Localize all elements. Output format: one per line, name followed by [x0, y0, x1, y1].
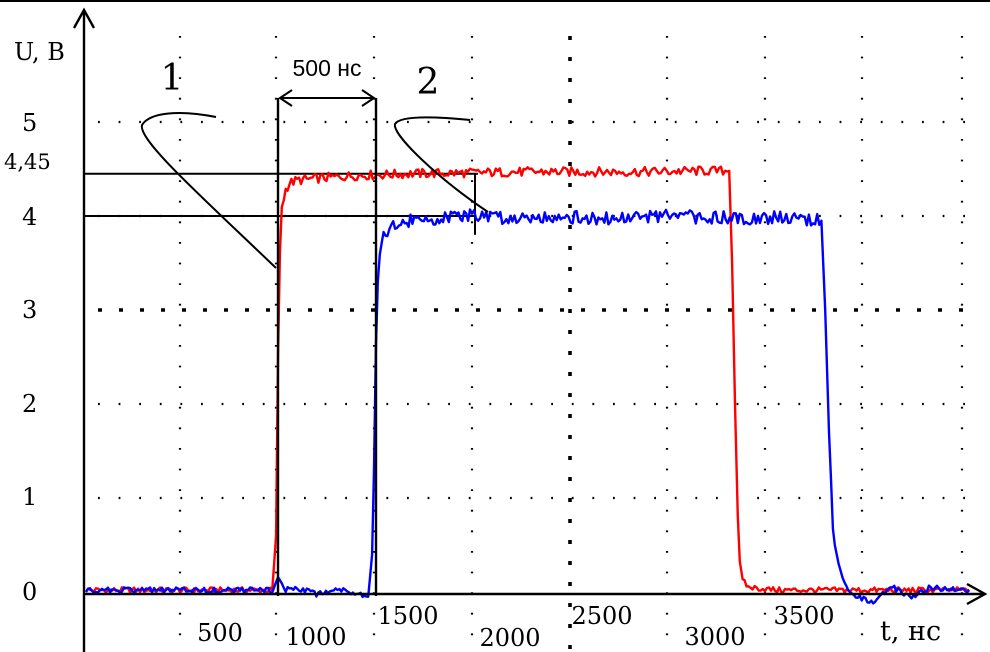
y-tick-label: 2	[22, 390, 37, 418]
y-axis-label: U, В	[14, 38, 65, 66]
interval-label: 500 нс	[293, 55, 362, 81]
annotations	[140, 89, 489, 596]
x-tick-label: 1000	[285, 623, 346, 651]
x-tick-label: 3500	[773, 602, 834, 630]
y-tick-label: 0	[22, 578, 37, 606]
x-tick-label: 3000	[684, 623, 745, 651]
series-layer	[84, 165, 971, 605]
curve-2-leader	[393, 116, 489, 213]
x-tick-label: 2000	[479, 624, 540, 652]
curve-label-1: 1	[161, 58, 184, 99]
x-axis-label: t, нс	[880, 616, 941, 647]
y-axis-arrow-icon	[72, 7, 96, 29]
x-tick-label: 2500	[571, 602, 632, 630]
series-line-1	[84, 165, 970, 595]
y-tick-label: 5	[22, 109, 37, 137]
grid	[98, 36, 975, 652]
labels: 500 нс 1 2 U, В t, нс 0 1 2 3 4 4,45 5 500 1000 1500 20…	[4, 38, 941, 652]
y-tick-label: 1	[22, 483, 37, 511]
curve-1-leader	[140, 112, 277, 269]
y-tick-label: 4	[22, 203, 37, 231]
interval-arrow-right-icon	[361, 89, 376, 107]
series-line-2	[84, 208, 971, 605]
x-axis-arrow-icon	[966, 582, 988, 606]
interval-arrow-left-icon	[278, 89, 293, 107]
curve-label-2: 2	[417, 62, 440, 103]
x-tick-label: 500	[197, 619, 243, 647]
y-tick-label: 4,45	[4, 150, 51, 174]
x-tick-label: 1500	[377, 602, 438, 630]
y-tick-label: 3	[22, 296, 37, 324]
